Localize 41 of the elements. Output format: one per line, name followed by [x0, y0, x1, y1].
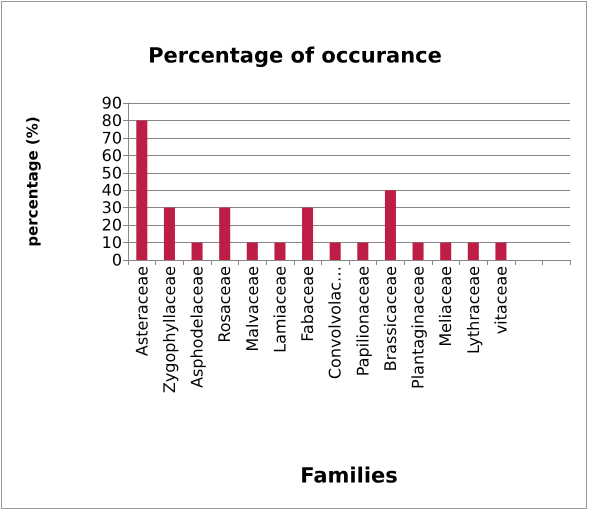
- x-tick-label: vitaceae: [491, 266, 510, 334]
- y-tick-label: 80: [102, 110, 122, 130]
- x-tick-label: Rosaceae: [215, 266, 234, 343]
- bar: [302, 208, 314, 260]
- bar: [495, 242, 506, 260]
- y-tick-label: 90: [102, 94, 122, 112]
- chart-title: Percentage of occurance: [148, 44, 442, 68]
- bar: [246, 242, 258, 260]
- x-tick-label: Convolvolac…: [326, 266, 345, 380]
- x-tick-label: Brassicaceae: [380, 266, 400, 372]
- y-tick-label: 20: [102, 216, 122, 235]
- bar: [136, 120, 148, 260]
- y-tick-label: 0: [112, 250, 122, 270]
- bar: [440, 242, 452, 260]
- bar: [412, 242, 424, 260]
- x-tick-label: Papilionaceae: [353, 266, 372, 376]
- x-tick-label: Plantaginaceae: [408, 266, 428, 389]
- x-tick-label: Lythraceae: [464, 266, 483, 354]
- x-tick-label: Meliaceae: [436, 266, 456, 347]
- x-tick-label: Lamiaceae: [270, 266, 290, 353]
- bar: [357, 242, 368, 260]
- y-tick-label: 70: [102, 128, 122, 148]
- x-tick-label: Fabaceae: [298, 266, 318, 342]
- bar: [384, 190, 396, 260]
- bar: [192, 242, 203, 260]
- bar: [274, 242, 286, 260]
- y-tick-label: 10: [102, 233, 122, 252]
- y-tick-label: 60: [102, 146, 122, 165]
- x-tick-label: Malvaceae: [242, 266, 262, 352]
- x-tick-label: Asphodelaceae: [188, 266, 207, 388]
- bar: [219, 208, 230, 260]
- bar: [330, 242, 341, 260]
- y-tick-label: 40: [102, 180, 122, 200]
- y-axis-title: percentage (%): [24, 116, 42, 247]
- y-tick-label: 30: [102, 198, 122, 218]
- bar: [468, 242, 479, 260]
- bar: [164, 208, 175, 260]
- x-tick-label: Zygophyllaceae: [160, 266, 179, 394]
- y-tick-label: 50: [102, 163, 122, 182]
- x-tick-label: Asteraceae: [132, 266, 152, 356]
- x-axis-title: Families: [300, 464, 398, 488]
